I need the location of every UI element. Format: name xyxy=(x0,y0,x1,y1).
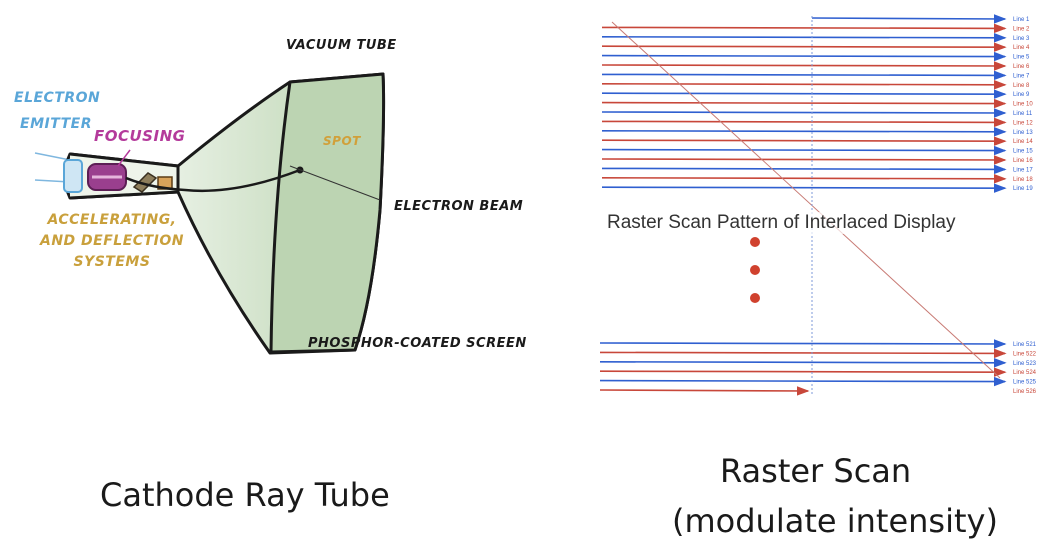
electron-emitter xyxy=(63,159,83,193)
scan-line-label: Line 14 xyxy=(1013,139,1033,145)
scan-line-label: Line 6 xyxy=(1013,64,1030,70)
phosphor-screen xyxy=(269,72,386,354)
scan-line-label: Line 523 xyxy=(1013,361,1037,367)
label-focusing: Focusing xyxy=(94,127,186,145)
caption-modulate-intensity: (modulate intensity) xyxy=(672,502,998,540)
scan-line xyxy=(601,117,1007,128)
raster-bottom-lines: Line 521 Line 522 Line 523 Line 524 Line 525… xyxy=(599,339,1037,396)
caption-cathode-ray-tube: Cathode Ray Tube xyxy=(100,476,390,514)
label-electron-emitter-1: Electron xyxy=(14,90,101,106)
scan-line-label: Line 1 xyxy=(1013,17,1030,23)
focus-leader-line xyxy=(117,149,131,167)
scan-line-label: Line 3 xyxy=(1013,36,1030,42)
scan-line xyxy=(601,98,1007,109)
scan-line-label: Line 17 xyxy=(1013,167,1033,173)
scan-line xyxy=(599,348,1007,359)
label-accel-line-3: Systems xyxy=(73,254,151,270)
scan-line xyxy=(601,61,1007,71)
scan-line xyxy=(599,386,810,396)
scan-line-label: Line 8 xyxy=(1013,83,1030,89)
scan-line-label: Line 2 xyxy=(1013,26,1030,32)
ellipsis-dot-2 xyxy=(750,265,760,275)
raster-scan-diagram: Line 1 Line 2 Line 3 Line 4 Line 5 Line 6 Line… xyxy=(599,14,1037,396)
ellipsis-dot-1 xyxy=(750,237,760,247)
scan-line-label: Line 524 xyxy=(1013,370,1037,376)
scan-line xyxy=(601,23,1007,34)
label-accel-line-1: Accelerating, xyxy=(47,212,177,228)
scan-line-label: Line 7 xyxy=(1013,73,1030,79)
label-accel-line-2: and Deflection xyxy=(40,233,184,249)
scan-line xyxy=(601,79,1007,90)
scan-line-label: Line 522 xyxy=(1013,351,1037,357)
label-phosphor-screen: Phosphor-Coated Screen xyxy=(308,336,527,351)
caption-raster-scan: Raster Scan xyxy=(720,452,912,490)
raster-top-lines: Line 1 Line 2 Line 3 Line 4 Line 5 Line 6 Line… xyxy=(601,14,1033,193)
scan-line xyxy=(601,173,1007,184)
deflection-plate-1 xyxy=(132,172,158,193)
scan-line-label: Line 15 xyxy=(1013,149,1033,155)
retrace-diagonal xyxy=(611,21,1001,379)
scan-line-label: Line 526 xyxy=(1013,389,1037,395)
scan-line xyxy=(601,145,1007,156)
scan-line xyxy=(601,126,1007,137)
scan-line xyxy=(601,32,1007,43)
scan-line xyxy=(601,42,1007,52)
scan-line xyxy=(599,376,1007,387)
crt-diagram xyxy=(34,72,386,355)
scan-line xyxy=(601,108,1007,118)
label-vacuum-tube: Vacuum Tube xyxy=(286,38,397,53)
label-electron-beam: Electron Beam xyxy=(394,199,524,214)
ellipsis-dot-3 xyxy=(750,293,760,303)
scan-line-label: Line 12 xyxy=(1013,120,1033,126)
scan-line xyxy=(601,136,1007,146)
scan-line xyxy=(601,155,1007,165)
scan-line xyxy=(601,164,1007,175)
scan-line xyxy=(599,357,1007,368)
scan-line xyxy=(599,339,1007,349)
scan-line-label: Line 19 xyxy=(1013,186,1033,192)
scan-line-label: Line 16 xyxy=(1013,158,1033,164)
scan-line-label: Line 5 xyxy=(1013,55,1030,61)
scan-line-label: Line 11 xyxy=(1013,111,1033,117)
electron-beam xyxy=(125,168,301,193)
scan-line-label: Line 525 xyxy=(1013,380,1037,386)
scan-line xyxy=(601,89,1007,99)
scan-line-label: Line 9 xyxy=(1013,92,1030,98)
scan-line-label: Line 521 xyxy=(1013,342,1037,348)
scan-line-label: Line 4 xyxy=(1013,45,1030,51)
beam-leader-line xyxy=(289,165,381,201)
scan-line xyxy=(601,70,1007,81)
scan-line-label: Line 13 xyxy=(1013,130,1033,136)
scan-line-label: Line 18 xyxy=(1013,177,1033,183)
label-spot: Spot xyxy=(323,134,361,148)
scan-line xyxy=(811,14,1007,24)
scan-line xyxy=(599,367,1007,377)
scan-line xyxy=(601,183,1007,193)
scan-line-label: Line 10 xyxy=(1013,102,1033,108)
raster-scan-title: Raster Scan Pattern of Interlaced Displa… xyxy=(607,212,956,234)
label-electron-emitter-2: Emitter xyxy=(20,116,92,132)
label-accelerating: Accelerating, and Deflection Systems xyxy=(40,210,184,273)
scan-line xyxy=(601,51,1007,62)
emitter-line-1 xyxy=(34,152,71,161)
